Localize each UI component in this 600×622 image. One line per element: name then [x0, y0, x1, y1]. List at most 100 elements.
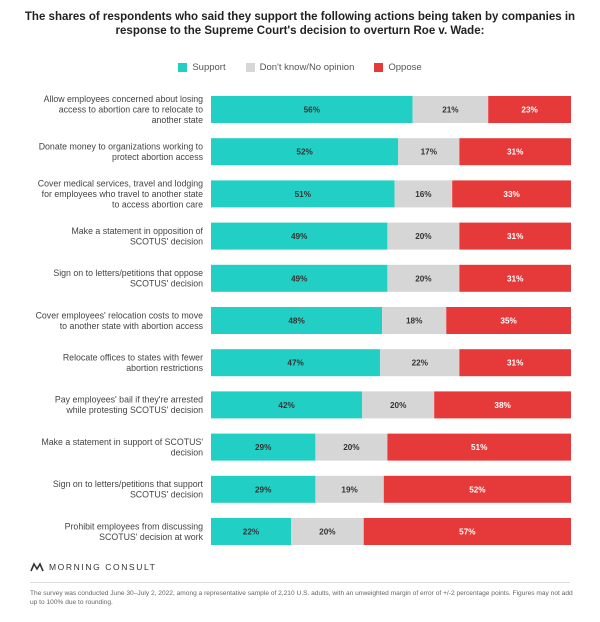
data-label-support: 49%	[291, 274, 308, 283]
data-label-support: 52%	[296, 148, 313, 157]
bar-segment-dont-know	[387, 222, 460, 250]
bar-segment-support	[211, 96, 413, 123]
category-label: SCOTUS' decision	[130, 490, 203, 500]
category-label: to access abortion care	[112, 199, 203, 209]
category-label: Pay employees' bail if they're arrested	[55, 395, 203, 405]
data-label-oppose: 31%	[507, 232, 524, 241]
bar-segment-oppose	[363, 518, 571, 545]
category-label: Cover medical services, travel and lodgi…	[38, 178, 203, 188]
bar-segment-oppose	[459, 138, 571, 166]
bar-segment-support	[211, 222, 388, 250]
data-label-oppose: 52%	[469, 485, 486, 494]
category-label: SCOTUS' decision at work	[99, 532, 203, 542]
bar-segment-support	[211, 138, 399, 166]
bar-segment-dont-know	[315, 475, 384, 503]
category-label: Make a statement in support of SCOTUS'	[41, 437, 203, 447]
bar-segment-oppose	[383, 475, 571, 503]
bar-segment-dont-know	[382, 307, 447, 334]
category-label: Sign on to letters/petitions that suppor…	[53, 479, 204, 489]
data-label-dont-know: 18%	[406, 317, 423, 326]
footer-divider	[30, 582, 570, 583]
data-label-dont-know: 22%	[412, 359, 429, 368]
category-label: decision	[171, 447, 203, 457]
stacked-bar-chart: Allow employees concerned about losingac…	[36, 94, 571, 545]
legend-item-dont-know: Don't know/No opinion	[245, 62, 355, 73]
data-label-dont-know: 20%	[343, 443, 360, 452]
legend-swatch-oppose	[374, 63, 384, 72]
bar-segment-dont-know	[362, 391, 435, 419]
legend-label-dont-know: Don't know/No opinion	[259, 62, 355, 73]
data-label-oppose: 31%	[507, 148, 524, 157]
data-label-oppose: 51%	[471, 443, 488, 452]
bar-segment-dont-know	[315, 433, 388, 461]
data-label-dont-know: 21%	[442, 106, 459, 115]
bar-segment-dont-know	[394, 180, 453, 208]
data-label-support: 29%	[255, 485, 272, 494]
data-label-dont-know: 20%	[415, 232, 432, 241]
bar-segment-support	[211, 433, 316, 461]
bar-segment-dont-know	[380, 349, 460, 377]
legend: Support Don't know/No opinion Oppose	[0, 62, 600, 73]
bar-segment-dont-know	[398, 138, 460, 166]
category-label: protect abortion access	[112, 152, 204, 162]
bar-segment-support	[211, 475, 316, 503]
category-label: abortion restrictions	[126, 363, 203, 373]
data-label-oppose: 23%	[521, 106, 538, 115]
category-label: access to abortion care to relocate to	[59, 105, 203, 115]
data-label-dont-know: 19%	[341, 485, 358, 494]
data-label-oppose: 33%	[503, 190, 520, 199]
bar-segment-support	[211, 307, 383, 334]
category-label: Sign on to letters/petitions that oppose	[53, 268, 203, 278]
category-label: for employees who travel to another stat…	[42, 189, 203, 199]
logo-text: MORNING CONSULT	[49, 562, 157, 572]
data-label-support: 48%	[288, 317, 305, 326]
logo-mark-icon	[30, 562, 44, 572]
category-label: Make a statement in opposition of	[71, 226, 203, 236]
data-label-support: 47%	[287, 359, 304, 368]
category-label: to another state with abortion access	[60, 321, 204, 331]
data-label-oppose: 38%	[494, 401, 511, 410]
bar-segment-oppose	[459, 349, 571, 377]
bar-segment-oppose	[488, 96, 571, 123]
bar-segment-dont-know	[412, 96, 489, 123]
data-label-support: 51%	[295, 190, 312, 199]
legend-item-oppose: Oppose	[374, 62, 422, 73]
data-label-dont-know: 16%	[415, 190, 432, 199]
bar-segment-support	[211, 264, 388, 292]
data-label-support: 42%	[278, 401, 295, 410]
data-label-dont-know: 17%	[421, 148, 438, 157]
category-label: SCOTUS' decision	[130, 236, 203, 246]
data-label-support: 22%	[243, 528, 260, 537]
chart-title: The shares of respondents who said they …	[24, 11, 576, 37]
category-label: SCOTUS' decision	[130, 279, 203, 289]
data-label-support: 56%	[304, 106, 321, 115]
bar-segment-oppose	[446, 307, 571, 334]
bar-segment-support	[211, 518, 291, 545]
category-label: Cover employees' relocation costs to mov…	[36, 310, 204, 320]
data-label-oppose: 35%	[500, 317, 517, 326]
bar-segment-oppose	[434, 391, 571, 419]
category-label: Donate money to organizations working to	[39, 141, 203, 151]
bar-segment-oppose	[459, 222, 571, 250]
legend-item-support: Support	[178, 62, 226, 73]
legend-swatch-dont-know	[245, 63, 255, 72]
category-label: Relocate offices to states with fewer	[63, 352, 203, 362]
morning-consult-logo: MORNING CONSULT	[30, 562, 156, 572]
legend-label-support: Support	[192, 62, 226, 73]
bar-segment-support	[211, 349, 381, 377]
bar-segment-support	[211, 180, 395, 208]
bar-segment-oppose	[452, 180, 571, 208]
data-label-oppose: 31%	[507, 359, 524, 368]
category-label: another state	[152, 115, 203, 125]
category-label: Allow employees concerned about losing	[44, 94, 204, 104]
data-label-dont-know: 20%	[390, 401, 407, 410]
data-label-support: 29%	[255, 443, 272, 452]
legend-label-oppose: Oppose	[388, 62, 422, 73]
bar-segment-dont-know	[387, 264, 460, 292]
data-label-oppose: 57%	[459, 528, 476, 537]
data-label-dont-know: 20%	[319, 528, 336, 537]
data-label-oppose: 31%	[507, 274, 524, 283]
methodology-note: The survey was conducted June 30–July 2,…	[30, 590, 573, 606]
bar-segment-support	[211, 391, 363, 419]
category-label: Prohibit employees from discussing	[65, 521, 203, 531]
